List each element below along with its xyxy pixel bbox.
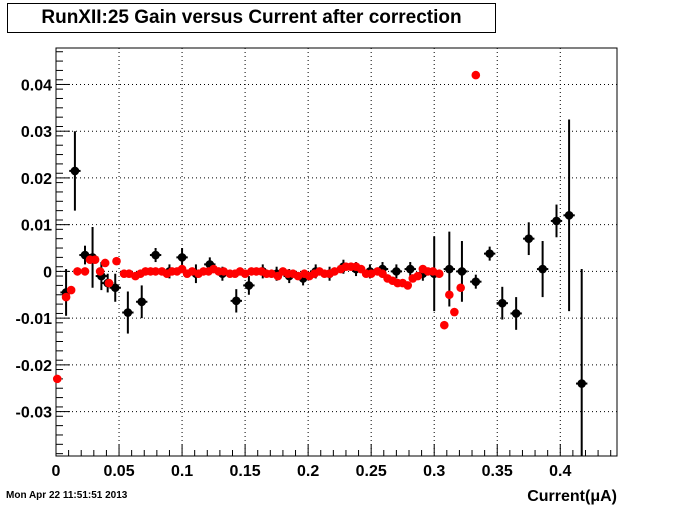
series-0 (60, 119, 588, 456)
data-point (151, 267, 160, 276)
axes: 0 0.05 0.1 0.15 0.2 0.25 0.3 0.35 0.4 -0.03 -0.02 -… (16, 51, 612, 480)
x-tick-label: 0.25 (356, 463, 387, 480)
y-tick-label: -0.02 (16, 358, 53, 375)
data-point (434, 269, 444, 279)
y-tick-label: 0.01 (21, 218, 52, 235)
data-point (177, 253, 187, 262)
data-point (524, 234, 534, 243)
plot-frame (55, 47, 618, 457)
data-point (405, 264, 415, 274)
data-point (552, 216, 561, 226)
data-point (110, 283, 120, 293)
data-point (100, 258, 110, 268)
data-point (104, 278, 114, 288)
x-tick-label: 0 (52, 463, 61, 480)
x-tick-label: 0.2 (297, 463, 319, 480)
data-point (456, 283, 465, 293)
data-point (471, 277, 481, 286)
data-series (52, 70, 588, 456)
y-tick-label: 0.04 (21, 77, 52, 94)
x-tick-label: 0.05 (103, 463, 134, 480)
x-tick-label: 0.3 (423, 463, 445, 480)
data-point (231, 296, 241, 306)
data-point (95, 267, 105, 276)
data-point (538, 264, 547, 274)
data-point (413, 271, 423, 281)
data-point (471, 70, 481, 80)
data-point (497, 298, 507, 308)
grid-lines (56, 48, 617, 456)
data-point (73, 267, 82, 276)
data-point (66, 285, 76, 295)
y-tick-label: -0.03 (16, 405, 53, 422)
x-axis-label: Current(μA) (527, 488, 617, 505)
series-1 (52, 70, 481, 384)
data-point (577, 379, 587, 388)
data-point (123, 308, 133, 317)
data-point (450, 307, 459, 317)
data-point (403, 281, 413, 290)
data-point (61, 292, 71, 302)
x-tick-label: 0.15 (230, 463, 261, 480)
data-point (151, 250, 160, 260)
timestamp: Mon Apr 22 11:51:51 2013 (6, 490, 128, 501)
data-point (445, 264, 454, 274)
data-point (70, 166, 80, 176)
y-tick-label: 0 (43, 264, 52, 281)
data-point (52, 374, 62, 384)
x-tick-label: 0.35 (482, 463, 513, 480)
data-point (137, 297, 147, 307)
data-point (392, 267, 401, 276)
data-point (439, 320, 449, 330)
data-point (457, 267, 467, 276)
chart-title: RunXII:25 Gain versus Current after corr… (7, 3, 496, 33)
data-point (90, 255, 100, 265)
data-point (511, 309, 521, 318)
data-point (80, 267, 90, 276)
y-tick-label: -0.01 (16, 311, 53, 328)
x-tick-label: 0.4 (549, 463, 571, 480)
x-tick-label: 0.1 (171, 463, 193, 480)
data-point (445, 290, 454, 300)
data-point (244, 281, 254, 290)
data-point (564, 211, 574, 220)
data-point (485, 249, 494, 258)
y-tick-label: 0.03 (21, 124, 52, 141)
data-point (112, 256, 121, 266)
y-tick-label: 0.02 (21, 171, 52, 188)
